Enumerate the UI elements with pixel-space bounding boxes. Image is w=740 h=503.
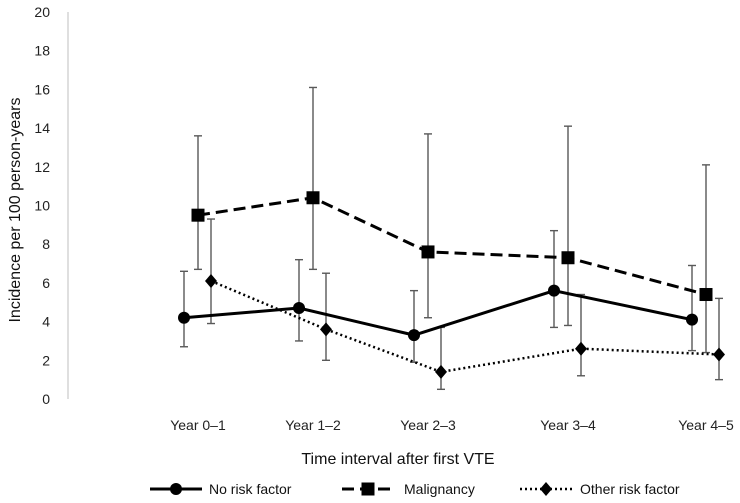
legend-label: No risk factor (209, 481, 292, 497)
data-point-circle (548, 284, 560, 297)
data-point-square (421, 245, 435, 259)
x-tick-label: Year 3–4 (540, 417, 596, 433)
data-point-circle (408, 329, 420, 342)
y-axis-title: Incidence per 100 person-years (7, 97, 24, 322)
y-tick-label: 4 (42, 314, 50, 330)
data-point-square (306, 191, 320, 205)
legend-marker-circle (170, 483, 182, 495)
y-tick-label: 18 (34, 43, 50, 59)
x-tick-label: Year 0–1 (170, 417, 226, 433)
x-tick-label: Year 4–5 (678, 417, 734, 433)
legend-marker-square (361, 482, 375, 496)
y-tick-label: 10 (34, 198, 50, 214)
y-tick-label: 20 (34, 4, 50, 20)
y-tick-label: 12 (34, 159, 50, 175)
y-tick-label: 6 (42, 275, 50, 291)
data-point-square (699, 288, 713, 302)
y-tick-label: 2 (42, 352, 50, 368)
legend-item: Other risk factor (520, 481, 680, 497)
x-tick-labels: Year 0–1 Year 1–2 Year 2–3 Year 3–4 Year 4–5 (170, 417, 734, 433)
data-point-diamond (205, 273, 217, 288)
data-point-diamond (435, 364, 447, 379)
y-tick-label: 14 (34, 120, 50, 136)
legend: No risk factor Malignancy Other risk facto… (150, 481, 680, 497)
data-point-square (191, 208, 205, 222)
y-tick-label: 8 (42, 236, 50, 252)
y-tick-label: 16 (34, 81, 50, 97)
data-point-circle (686, 313, 698, 326)
x-axis-title: Time interval after first VTE (301, 451, 494, 468)
legend-item: No risk factor (150, 481, 292, 497)
y-tick-label: 0 (42, 391, 50, 407)
data-point-diamond (713, 347, 725, 362)
series-line-no-risk-factor (183, 289, 693, 337)
series-line-malignancy (197, 196, 707, 296)
series-line-other-risk-factor (210, 279, 720, 374)
x-tick-label: Year 1–2 (285, 417, 341, 433)
data-point-circle (293, 302, 305, 315)
legend-marker-diamond (540, 482, 552, 496)
legend-label: Other risk factor (580, 481, 680, 497)
legend-label: Malignancy (404, 481, 475, 497)
data-point-square (561, 251, 575, 265)
data-point-circle (178, 311, 190, 324)
data-point-diamond (320, 322, 332, 337)
series-lines (183, 196, 720, 374)
error-bars (180, 86, 723, 391)
legend-item: Malignancy (342, 481, 475, 497)
data-point-diamond (575, 341, 587, 356)
y-tick-labels: 0 2 4 6 8 10 12 14 16 18 20 (34, 4, 50, 407)
x-tick-label: Year 2–3 (400, 417, 456, 433)
series-markers (178, 191, 725, 379)
